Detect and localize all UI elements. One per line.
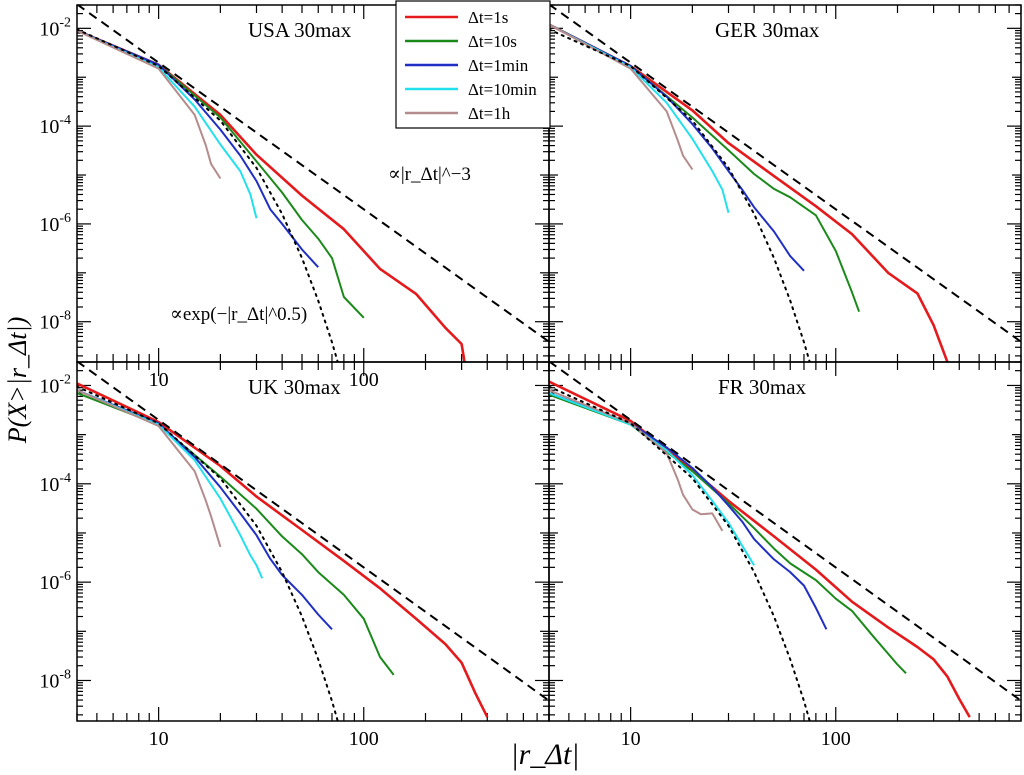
panel-ticks [548, 361, 1022, 721]
series-dt-10min [77, 389, 264, 579]
series-dt-1s [77, 29, 466, 362]
series-dt-1h [77, 389, 222, 548]
panel-frame [548, 361, 1022, 722]
x-tick-label: 10 [149, 728, 169, 750]
series-dt-10s [549, 23, 861, 313]
y-tick-label: 10-8 [39, 309, 71, 334]
power-law-reference-line [77, 5, 549, 343]
y-tick-label: 10-4 [39, 113, 71, 138]
y-tick-label: 10-6 [39, 211, 71, 236]
y-tick-label: 10-4 [39, 471, 71, 496]
y-tick-label: 10-2 [39, 15, 71, 40]
series-dt-10min [549, 23, 730, 213]
annotation-stretched-exp: ∝exp(−|r_Δt|^0.5) [170, 304, 307, 325]
x-tick-label: 100 [349, 369, 379, 391]
stretched-exp-reference-line [77, 28, 339, 362]
series-dt-10min [549, 392, 755, 566]
series-dt-1s [77, 382, 489, 718]
series-dt-1s [549, 23, 949, 362]
legend-label: Δt=1h [468, 104, 511, 123]
panel-title: UK 30max [248, 375, 341, 399]
series-dt-10s [77, 392, 395, 676]
x-axis-label: |r_Δt| [510, 738, 579, 771]
series-dt-10s [77, 29, 365, 319]
legend-label: Δt=10min [468, 80, 537, 99]
stretched-exp-reference-line [549, 28, 811, 362]
panel-3: UK 30max 10 100 10-2 10-4 10-6 10-8 [39, 361, 550, 750]
y-tick-label: 10-6 [39, 569, 71, 594]
x-tick-label: 100 [821, 728, 851, 750]
panel-title: USA 30max [248, 18, 352, 42]
annotation-power-law: ∝|r_Δt|^−3 [388, 164, 471, 185]
legend-label: Δt=10s [468, 32, 517, 51]
series-dt-10s [549, 393, 907, 674]
panel-title: GER 30max [715, 18, 820, 42]
panel-title: FR 30max [718, 375, 807, 399]
y-tick-label: 10-2 [39, 372, 71, 397]
legend: Δt=1s Δt=10s Δt=1min Δt=10min Δt=1h [395, 0, 551, 129]
x-tick-label: 100 [349, 728, 379, 750]
x-tick-label: 10 [149, 369, 169, 391]
power-law-reference-line [549, 5, 1021, 343]
y-axis-label: P(X>|r_Δt|) [3, 317, 32, 445]
series-dt-1h [549, 23, 694, 171]
stretched-exp-reference-line [549, 385, 811, 721]
power-law-reference-line [77, 362, 549, 702]
series-dt-1min [549, 23, 805, 272]
series-dt-1min [77, 389, 333, 630]
y-tick-label: 10-8 [39, 667, 71, 692]
panel-ticks [548, 4, 1022, 362]
series-dt-1min [77, 29, 319, 268]
panel-ticks [76, 361, 550, 721]
legend-label: Δt=1s [468, 8, 508, 27]
series-dt-1h [77, 29, 222, 180]
stretched-exp-reference-line [77, 385, 339, 721]
legend-label: Δt=1min [468, 56, 529, 75]
panel-2: GER 30max [548, 4, 1022, 363]
series-dt-1s [549, 380, 971, 718]
series-dt-10min [77, 29, 258, 219]
panel-4: FR 30max 10 100 [548, 361, 1022, 750]
x-tick-label: 10 [621, 728, 641, 750]
power-law-reference-line [549, 362, 1021, 702]
series-dt-1min [549, 392, 828, 630]
series-dt-1h [549, 389, 724, 532]
